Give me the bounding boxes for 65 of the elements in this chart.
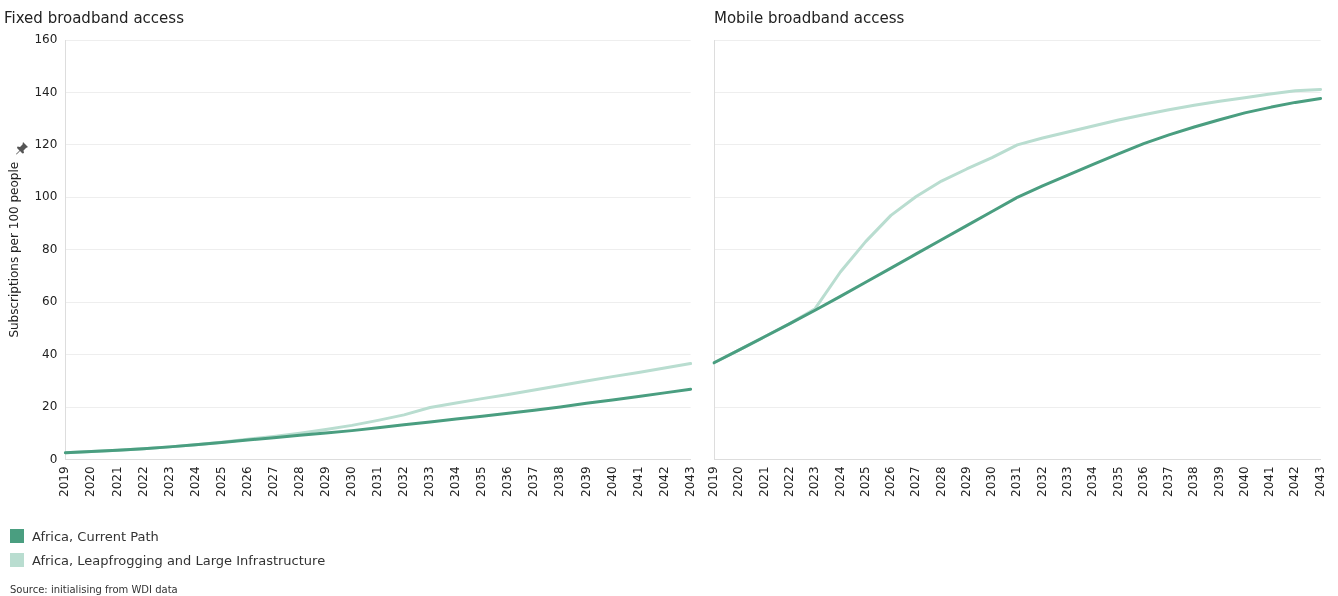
x-tick-label: 2024 — [832, 466, 847, 498]
legend-label: Africa, Leapfrogging and Large Infrastructure — [32, 552, 326, 568]
x-tick-label: 2023 — [807, 466, 822, 498]
x-tick-label: 2019 — [57, 466, 72, 498]
x-tick-label: 2037 — [526, 466, 541, 498]
x-tick-label: 2040 — [1236, 466, 1251, 498]
x-tick-label: 2019 — [706, 466, 721, 498]
legend-label: Africa, Current Path — [32, 528, 159, 544]
x-tick-label: 2041 — [630, 466, 645, 498]
x-tick-label: 2036 — [1135, 466, 1150, 498]
x-tick-label: 2030 — [344, 466, 359, 498]
x-tick-label: 2035 — [1110, 466, 1125, 498]
x-tick-label: 2035 — [474, 466, 489, 498]
x-tick-label: 2027 — [265, 466, 280, 498]
x-tick-label: 2027 — [908, 466, 923, 498]
x-tick-label: 2020 — [731, 466, 746, 498]
x-tick-label: 2025 — [857, 466, 872, 498]
y-tick-label: 160 — [34, 32, 58, 47]
x-tick-label: 2023 — [161, 466, 176, 498]
x-tick-label: 2042 — [656, 466, 671, 498]
x-tick-label: 2040 — [604, 466, 619, 498]
y-axis-title: Subscriptions per 100 people — [7, 161, 22, 338]
x-tick-label: 2028 — [291, 466, 306, 498]
x-tick-label: 2043 — [1312, 466, 1327, 498]
x-tick-label: 2032 — [1034, 466, 1049, 498]
x-tick-label: 2028 — [933, 466, 948, 498]
x-tick-label: 2038 — [552, 466, 567, 498]
y-tick-label: 120 — [34, 136, 58, 151]
x-tick-label: 2021 — [756, 466, 771, 498]
x-tick-label: 2026 — [239, 466, 254, 498]
x-tick-label: 2021 — [109, 466, 124, 498]
x-tick-label: 2037 — [1161, 466, 1176, 498]
x-tick-label: 2033 — [422, 466, 437, 498]
x-tick-label: 2024 — [187, 466, 202, 498]
chart-title: Fixed broadband access — [4, 8, 185, 27]
x-tick-label: 2029 — [317, 466, 332, 498]
x-tick-label: 2031 — [1009, 466, 1024, 498]
x-tick-label: 2038 — [1186, 466, 1201, 498]
x-tick-label: 2030 — [984, 466, 999, 498]
x-tick-label: 2034 — [1085, 466, 1100, 498]
x-tick-label: 2022 — [781, 466, 796, 498]
y-tick-label: 20 — [42, 399, 58, 414]
x-tick-label: 2020 — [83, 466, 98, 498]
y-tick-label: 140 — [34, 84, 58, 99]
x-tick-label: 2043 — [682, 466, 697, 498]
y-tick-label: 100 — [34, 189, 58, 204]
x-tick-label: 2029 — [958, 466, 973, 498]
x-tick-label: 2041 — [1262, 466, 1277, 498]
x-tick-label: 2032 — [396, 466, 411, 498]
x-tick-label: 2042 — [1287, 466, 1302, 498]
x-tick-label: 2026 — [883, 466, 898, 498]
x-tick-label: 2022 — [135, 466, 150, 498]
x-tick-label: 2039 — [1211, 466, 1226, 498]
y-tick-label: 80 — [42, 241, 58, 256]
y-tick-label: 40 — [42, 346, 58, 361]
chart-title: Mobile broadband access — [714, 8, 905, 27]
x-tick-label: 2036 — [500, 466, 515, 498]
source-note: Source: initialising from WDI data — [10, 584, 178, 595]
y-tick-label: 60 — [42, 294, 58, 309]
x-tick-label: 2025 — [213, 466, 228, 498]
x-tick-label: 2039 — [578, 466, 593, 498]
x-tick-label: 2033 — [1059, 466, 1074, 498]
x-tick-label: 2034 — [448, 466, 463, 498]
x-tick-label: 2031 — [370, 466, 385, 498]
y-tick-label: 0 — [49, 451, 58, 466]
